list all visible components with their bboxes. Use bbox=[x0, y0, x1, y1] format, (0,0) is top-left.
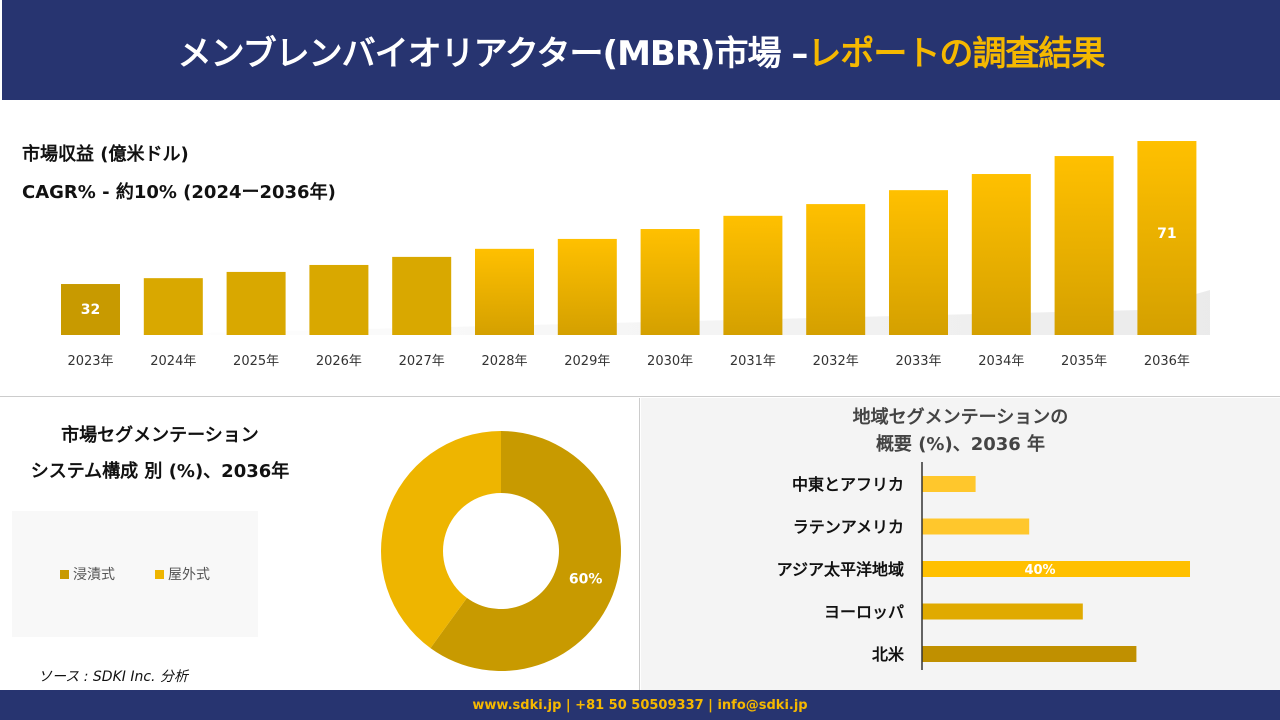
revenue-bar bbox=[143, 278, 203, 335]
donut-slice bbox=[380, 431, 501, 649]
revenue-bar bbox=[640, 229, 700, 335]
revenue-title: 市場収益 (億米ドル) bbox=[22, 144, 189, 165]
system-segment-panel: 市場セグメンテーション システム構成 別 (%)、2036年 浸漬式 屋外式 60… bbox=[0, 398, 640, 690]
revenue-bar bbox=[1054, 156, 1114, 335]
segment-title-line2: システム構成 別 (%)、2036年 bbox=[30, 461, 290, 482]
year-label: 2023年 bbox=[67, 354, 113, 369]
region-title-line1: 地域セグメンテーションの bbox=[852, 407, 1069, 428]
year-label: 2036年 bbox=[1144, 354, 1190, 369]
year-label: 2033年 bbox=[895, 354, 941, 369]
year-label: 2025年 bbox=[233, 354, 279, 369]
report-header: メンブレンバイオリアクター(MBR)市場 – レポートの調査結果 bbox=[2, 0, 1280, 100]
revenue-bar bbox=[475, 248, 534, 335]
region-bar bbox=[922, 476, 976, 492]
revenue-bar bbox=[309, 264, 369, 335]
revenue-chart: 2023年 32 2024年 2025年 2026年 2027年 2028年 2029年 203… bbox=[61, 141, 1210, 369]
region-title-line2: 概要 (%)、2036 年 bbox=[875, 434, 1046, 455]
year-label: 2024年 bbox=[150, 354, 196, 369]
donut-legend: 浸漬式 屋外式 bbox=[12, 511, 258, 637]
year-label: 2031年 bbox=[730, 354, 776, 369]
year-label: 2027年 bbox=[399, 354, 445, 369]
revenue-bar bbox=[889, 190, 948, 335]
revenue-panel: 市場収益 (億米ドル) CAGR% - 約10% (2024ー2036年) 20… bbox=[0, 100, 1280, 397]
year-label: 2034年 bbox=[978, 354, 1024, 369]
revenue-bar bbox=[226, 271, 286, 335]
legend-label: 屋外式 bbox=[168, 567, 210, 583]
revenue-bar bbox=[392, 256, 452, 335]
source-note: ソース : SDKI Inc. 分析 bbox=[38, 669, 188, 685]
revenue-bar bbox=[1137, 141, 1197, 335]
revenue-bar bbox=[806, 204, 866, 335]
year-label: 2026年 bbox=[316, 354, 362, 369]
header-title-accent: レポートの調査結果 bbox=[807, 33, 1105, 74]
bar-value-label: 71 bbox=[1157, 226, 1176, 242]
bar-value-label: 40% bbox=[1024, 563, 1055, 578]
donut-chart: 60% bbox=[380, 431, 621, 671]
legend-swatch bbox=[60, 570, 69, 579]
region-label: ヨーロッパ bbox=[824, 603, 904, 622]
legend-swatch bbox=[155, 570, 164, 579]
revenue-bar bbox=[723, 215, 783, 335]
header-title: メンブレンバイオリアクター(MBR)市場 – bbox=[177, 33, 809, 74]
legend-item: 屋外式 bbox=[155, 564, 210, 584]
region-bar bbox=[922, 518, 1030, 535]
region-bar bbox=[922, 646, 1137, 662]
year-label: 2029年 bbox=[564, 354, 610, 369]
revenue-bar bbox=[61, 284, 120, 335]
revenue-bar bbox=[971, 174, 1031, 335]
legend-item: 浸漬式 bbox=[60, 564, 115, 584]
region-title: 地域セグメンテーションの 概要 (%)、2036 年 bbox=[641, 404, 1280, 458]
region-label: アジア太平洋地域 bbox=[777, 560, 904, 579]
region-bar bbox=[922, 603, 1083, 620]
region-segment-panel: 地域セグメンテーションの 概要 (%)、2036 年 中東とアフリカ ラテンアメリ… bbox=[641, 398, 1280, 690]
slice-label: 60% bbox=[569, 572, 603, 588]
revenue-bar bbox=[557, 238, 617, 335]
segment-title-line1: 市場セグメンテーション bbox=[61, 425, 259, 446]
region-bar bbox=[922, 561, 1190, 577]
cagr-text: CAGR% - 約10% (2024ー2036年) bbox=[22, 182, 336, 203]
year-label: 2032年 bbox=[813, 354, 859, 369]
year-label: 2028年 bbox=[481, 354, 527, 369]
year-label: 2030年 bbox=[647, 354, 693, 369]
region-label: 中東とアフリカ bbox=[792, 475, 904, 494]
region-label: 北米 bbox=[872, 645, 905, 664]
region-label: ラテンアメリカ bbox=[793, 518, 904, 537]
segment-title: 市場セグメンテーション システム構成 別 (%)、2036年 bbox=[0, 418, 320, 490]
footer-contact: www.sdki.jp | +81 50 50509337 | info@sdk… bbox=[0, 690, 1280, 720]
bar-value-label: 32 bbox=[81, 302, 100, 318]
donut-slice bbox=[430, 431, 621, 671]
legend-label: 浸漬式 bbox=[73, 567, 115, 583]
year-label: 2035年 bbox=[1061, 354, 1107, 369]
